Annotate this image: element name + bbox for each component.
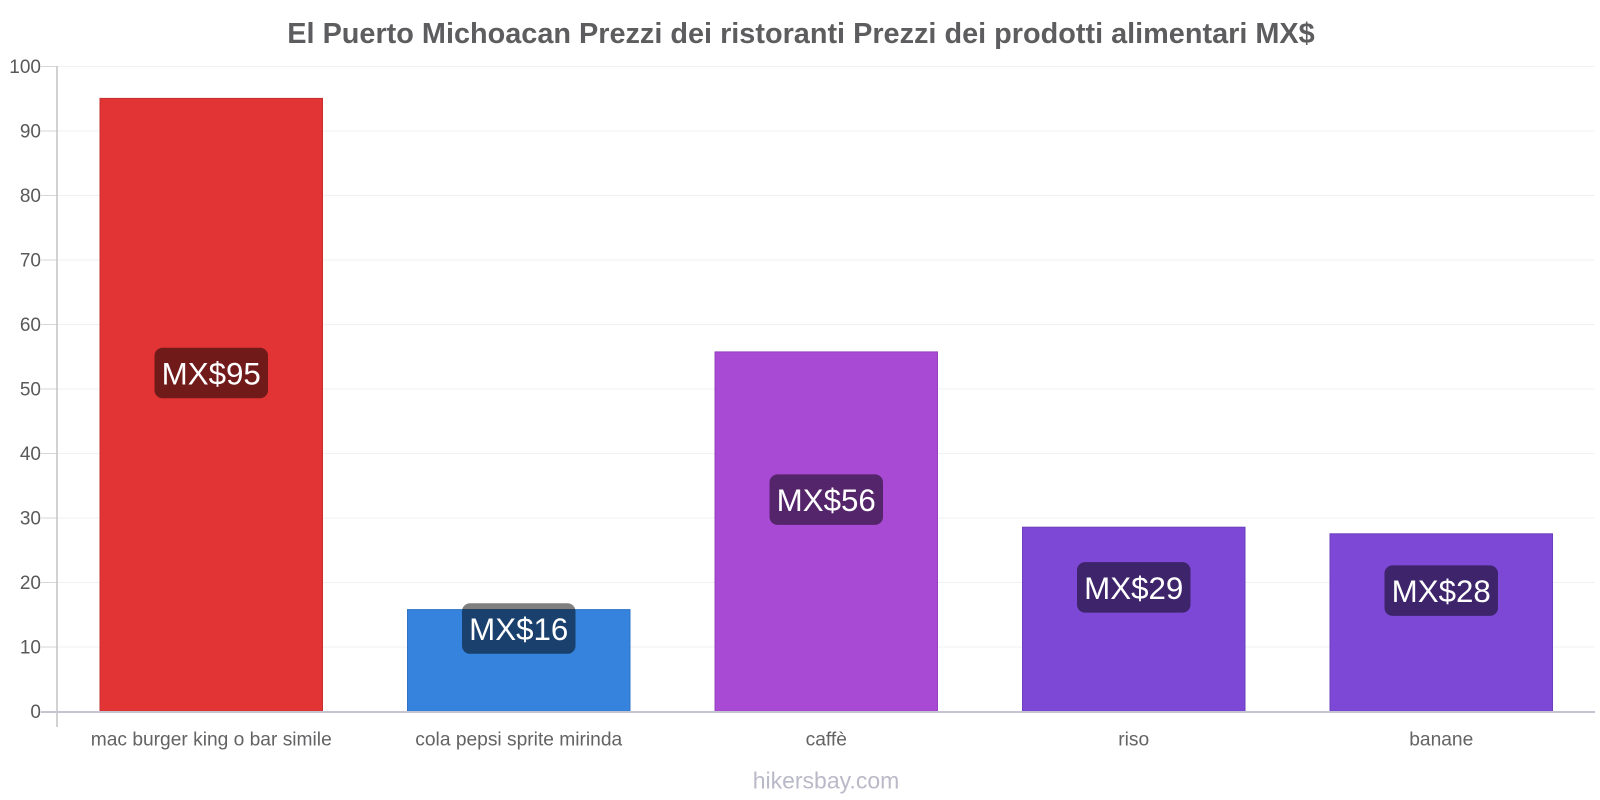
svg-text:90: 90 xyxy=(20,122,41,143)
svg-text:0: 0 xyxy=(30,702,41,723)
svg-text:60: 60 xyxy=(20,315,41,336)
svg-text:20: 20 xyxy=(20,573,41,594)
svg-text:MX$95: MX$95 xyxy=(162,356,261,391)
svg-text:70: 70 xyxy=(20,251,41,272)
svg-text:El Puerto Michoacan Prezzi dei: El Puerto Michoacan Prezzi dei ristorant… xyxy=(287,18,1314,50)
svg-text:50: 50 xyxy=(20,380,41,401)
svg-text:MX$56: MX$56 xyxy=(777,483,876,518)
svg-text:40: 40 xyxy=(20,444,41,465)
svg-text:MX$29: MX$29 xyxy=(1084,571,1183,606)
svg-text:MX$16: MX$16 xyxy=(469,612,568,647)
svg-text:MX$28: MX$28 xyxy=(1392,574,1491,609)
svg-text:mac burger king o bar simile: mac burger king o bar simile xyxy=(91,729,332,750)
svg-text:cola pepsi sprite mirinda: cola pepsi sprite mirinda xyxy=(415,729,622,750)
svg-text:hikersbay.com: hikersbay.com xyxy=(753,767,900,793)
svg-text:10: 10 xyxy=(20,638,41,659)
svg-text:80: 80 xyxy=(20,186,41,207)
svg-text:100: 100 xyxy=(9,57,41,78)
svg-text:riso: riso xyxy=(1118,729,1149,750)
svg-text:banane: banane xyxy=(1409,729,1473,750)
svg-text:caffè: caffè xyxy=(806,729,847,750)
svg-text:30: 30 xyxy=(20,509,41,530)
